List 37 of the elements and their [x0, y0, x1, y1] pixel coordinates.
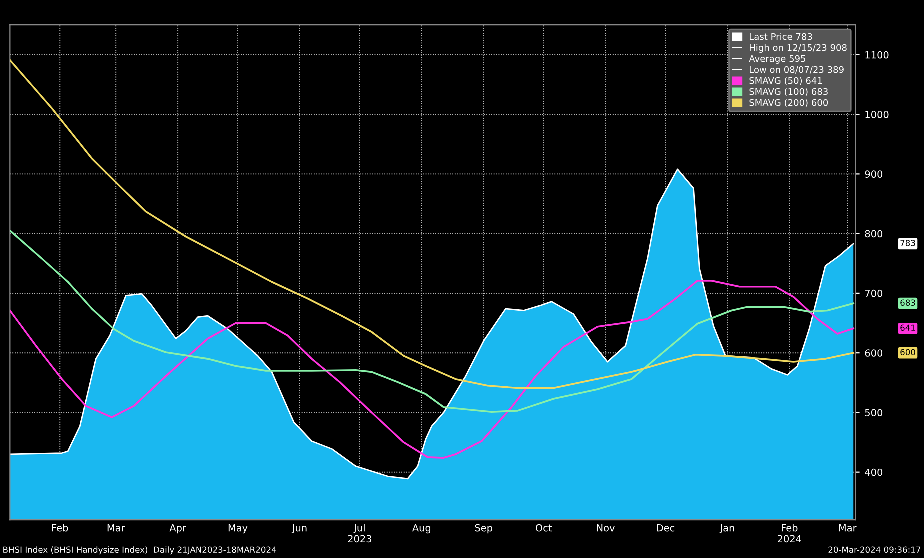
text: 20-Mar-2024 09:36:17: [828, 546, 921, 554]
legend-label: SMAVG (50) 641: [750, 77, 822, 86]
text: 641: [900, 324, 916, 332]
x-tick-label: May: [228, 524, 248, 534]
x-tick-label: Nov: [597, 524, 615, 532]
y-tick-label: 900: [865, 170, 883, 178]
line-series: [10, 280, 855, 459]
text: 783: [900, 240, 916, 246]
y-tick-label: 800: [865, 230, 883, 238]
y-tick-label: 1000: [866, 111, 889, 118]
y-tick-label: 600: [865, 350, 883, 357]
x-tick-label: Dec: [657, 524, 675, 532]
x-tick-label: Mar: [108, 524, 126, 532]
x-tick-label: Jan: [720, 524, 734, 534]
annotation: Low on 08/07/23 389: [750, 66, 844, 74]
x-tick-label: Oct: [536, 524, 552, 532]
x-tick-label: Jun: [292, 524, 307, 534]
annotation: High on 12/15/23 908: [750, 44, 847, 53]
y-tick-label: 700: [865, 290, 883, 298]
x-tick-label: Sep: [475, 524, 492, 534]
x-tick-label: Aug: [412, 524, 431, 534]
y-tick-label: 500: [865, 409, 883, 417]
y-tick-label: 400: [865, 468, 883, 476]
text: 600: [900, 349, 916, 356]
legend-label: SMAVG (200) 600: [750, 99, 828, 108]
text: BHSI Index (BHSI Handysize Index) Daily 21JAN2023-18MAR2024: [4, 546, 276, 555]
text: 683: [900, 300, 916, 306]
x-tick-label: Feb: [52, 524, 68, 532]
x-tick-label: Apr: [170, 524, 186, 534]
legend-label: Last Price 783: [750, 33, 812, 40]
annotation: Average 595: [749, 55, 806, 64]
y-tick-label: 1100: [866, 51, 889, 59]
line-series: [10, 230, 855, 414]
x-tick-label: Jul 2023: [348, 524, 372, 543]
x-tick-label: Feb 2024: [778, 524, 802, 543]
legend-label: SMAVG (100) 683: [750, 88, 828, 96]
x-tick-label: Mar: [839, 524, 857, 532]
